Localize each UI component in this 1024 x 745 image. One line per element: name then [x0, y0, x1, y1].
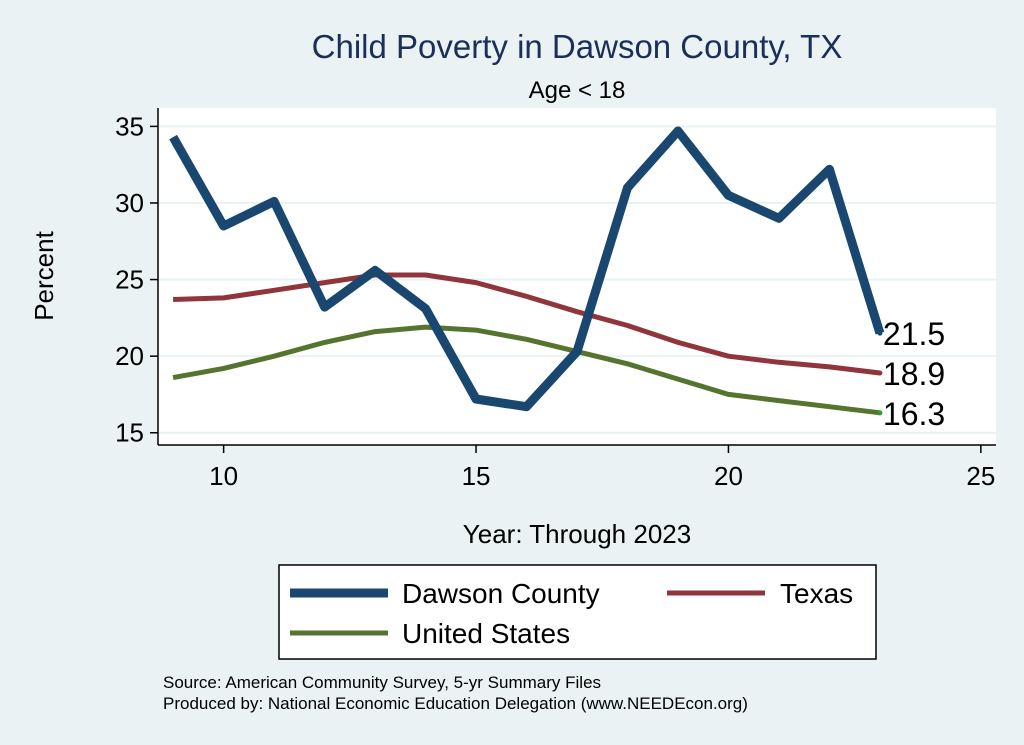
series-layer	[169, 126, 885, 416]
x-tick-label: 10	[209, 461, 238, 491]
end-point-united-states	[877, 410, 883, 416]
plot-area	[158, 108, 996, 445]
end-label-dawson-county: 21.5	[883, 316, 945, 352]
x-axis-label: Year: Through 2023	[463, 519, 691, 549]
end-point-dawson-county	[877, 330, 883, 336]
legend-box	[278, 564, 877, 660]
series-line-dawson-county	[169, 126, 885, 412]
legend-label-dawson-county: Dawson County	[402, 578, 600, 609]
legend-label-texas: Texas	[780, 578, 853, 609]
series-line-united-states	[172, 324, 881, 416]
y-tick-label: 25	[115, 265, 144, 295]
x-tick-label: 15	[462, 461, 491, 491]
grid-layer	[158, 125, 996, 434]
y-tick-label: 20	[115, 341, 144, 371]
series-line-texas	[173, 272, 881, 376]
x-tick-label: 20	[714, 461, 743, 491]
axis-layer: 15 20 25 30 35 10 15 20 25	[115, 108, 996, 491]
end-label-layer: 21.5 18.9 16.3	[883, 316, 945, 432]
x-tick-label: 25	[966, 461, 995, 491]
end-label-texas: 18.9	[883, 356, 945, 392]
end-point-texas	[877, 370, 883, 376]
y-tick-label: 15	[115, 418, 144, 448]
chart-title: Child Poverty in Dawson County, TX	[312, 28, 843, 65]
chart-subtitle: Age < 18	[529, 77, 626, 104]
producer-note: Produced by: National Economic Education…	[163, 694, 748, 713]
legend-label-united-states: United States	[402, 618, 570, 649]
legend: Dawson County Texas United States	[278, 564, 877, 660]
end-label-united-states: 16.3	[883, 396, 945, 432]
y-tick-label: 35	[115, 111, 144, 141]
source-note: Source: American Community Survey, 5-yr …	[163, 673, 601, 692]
y-tick-label: 30	[115, 188, 144, 218]
y-axis-label: Percent	[29, 230, 59, 320]
